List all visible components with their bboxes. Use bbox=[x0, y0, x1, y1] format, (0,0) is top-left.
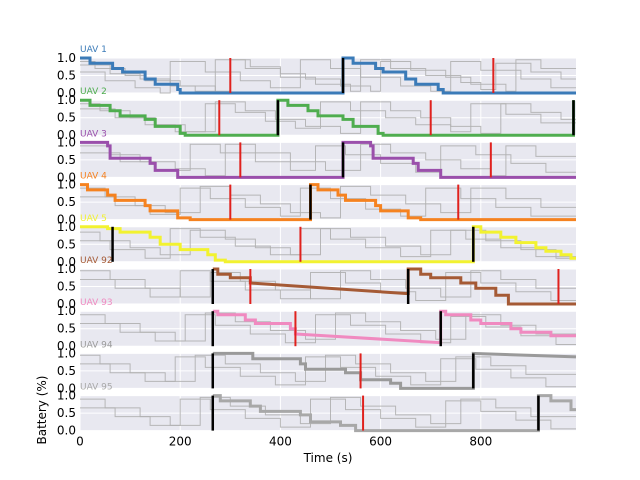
other-uav-trace bbox=[80, 143, 576, 173]
uav-panel: 0.0 0.5 1.0 UAV 95 0 200 400 600 800 bbox=[57, 383, 576, 449]
panel-title: UAV 95 bbox=[80, 383, 113, 393]
uav-panel: 0.0 0.5 1.0 UAV 2 bbox=[57, 87, 576, 142]
uav-panel: 0.0 0.5 1.0 UAV 1 bbox=[57, 45, 576, 100]
y-tick-label: 1.0 bbox=[57, 304, 76, 318]
other-uav-trace bbox=[80, 314, 576, 345]
uav-battery-line bbox=[212, 309, 576, 345]
other-uav-trace bbox=[80, 356, 576, 388]
uav-panel: 0.0 0.5 1.0 UAV 92 bbox=[57, 256, 576, 311]
y-tick-label: 0.0 bbox=[57, 170, 76, 184]
y-tick-label: 0.5 bbox=[57, 237, 76, 251]
y-tick-label: 0.5 bbox=[57, 195, 76, 209]
y-tick-label: 0.5 bbox=[57, 322, 76, 336]
uav-battery-line bbox=[212, 351, 577, 390]
x-tick-label: 200 bbox=[169, 435, 192, 449]
panel-title: UAV 92 bbox=[80, 256, 113, 266]
x-axis-label: Time (s) bbox=[303, 451, 353, 465]
y-tick-label: 0.5 bbox=[57, 364, 76, 378]
other-uav-trace bbox=[80, 270, 576, 300]
y-tick-label: 0.5 bbox=[57, 111, 76, 125]
panel-title: UAV 93 bbox=[80, 298, 113, 308]
other-uav-trace bbox=[80, 396, 576, 426]
uav-panel: 0.0 0.5 1.0 UAV 94 bbox=[57, 340, 577, 395]
y-tick-label: 1.0 bbox=[57, 135, 76, 149]
y-tick-label: 1.0 bbox=[57, 51, 76, 65]
other-uav-trace bbox=[80, 228, 576, 259]
other-uav-trace bbox=[80, 398, 576, 430]
uav-panel: 0.0 0.5 1.0 UAV 4 bbox=[57, 172, 576, 227]
y-tick-label: 0.5 bbox=[57, 406, 76, 420]
other-uav-trace bbox=[80, 59, 576, 92]
x-tick-label: 0 bbox=[76, 435, 84, 449]
panel-title: UAV 94 bbox=[80, 340, 113, 350]
uav-panel: 0.0 0.5 1.0 UAV 93 bbox=[57, 298, 576, 353]
y-tick-label: 1.0 bbox=[57, 389, 76, 403]
y-tick-label: 0.5 bbox=[57, 153, 76, 167]
y-tick-label: 0.0 bbox=[57, 128, 76, 142]
y-tick-label: 0.0 bbox=[57, 213, 76, 227]
other-uav-trace bbox=[80, 59, 576, 94]
x-tick-label: 400 bbox=[269, 435, 292, 449]
y-tick-label: 0.0 bbox=[57, 255, 76, 269]
other-uav-trace bbox=[80, 185, 576, 219]
panel-title: UAV 3 bbox=[80, 129, 107, 139]
y-tick-label: 1.0 bbox=[57, 262, 76, 276]
other-uav-trace bbox=[80, 187, 576, 217]
y-tick-label: 0.5 bbox=[57, 69, 76, 83]
other-uav-trace bbox=[80, 354, 576, 382]
y-tick-label: 1.0 bbox=[57, 220, 76, 234]
y-tick-label: 0.0 bbox=[57, 339, 76, 353]
y-tick-label: 0.0 bbox=[57, 297, 76, 311]
y-tick-label: 1.0 bbox=[57, 93, 76, 107]
y-tick-label: 0.0 bbox=[57, 424, 76, 438]
panel-title: UAV 5 bbox=[80, 214, 107, 224]
y-tick-label: 0.0 bbox=[57, 381, 76, 395]
uav-battery-line bbox=[212, 267, 576, 306]
panel-title: UAV 2 bbox=[80, 87, 107, 97]
y-tick-label: 1.0 bbox=[57, 178, 76, 192]
y-tick-label: 0.5 bbox=[57, 280, 76, 294]
uav-battery-line bbox=[80, 225, 576, 264]
x-tick-label: 800 bbox=[469, 435, 492, 449]
uav-battery-line bbox=[212, 394, 576, 433]
y-tick-label: 1.0 bbox=[57, 346, 76, 360]
panel-title: UAV 1 bbox=[80, 45, 107, 55]
y-tick-label: 0.0 bbox=[57, 86, 76, 100]
other-uav-trace bbox=[80, 270, 576, 301]
panel-title: UAV 4 bbox=[80, 172, 107, 182]
uav-panel: 0.0 0.5 1.0 UAV 5 bbox=[57, 214, 576, 269]
uav-panel: 0.0 0.5 1.0 UAV 3 bbox=[57, 129, 576, 184]
x-tick-label: 600 bbox=[369, 435, 392, 449]
uav-panels: 0.0 0.5 1.0 UAV 1 0.0 0.5 1.0 UAV 2 0.0 0.5 1.0 UAV… bbox=[57, 45, 577, 449]
y-axis-label: Battery (%) bbox=[35, 376, 49, 445]
